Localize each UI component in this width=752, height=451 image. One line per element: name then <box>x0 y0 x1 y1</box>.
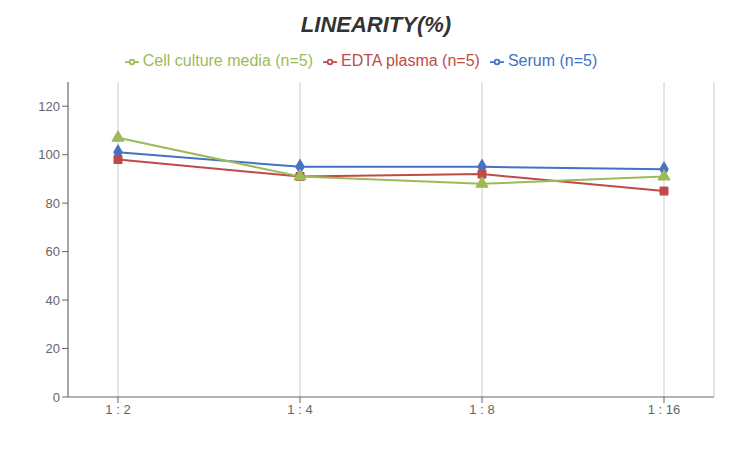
svg-text:1 : 8: 1 : 8 <box>469 402 494 417</box>
svg-text:40: 40 <box>46 293 60 308</box>
svg-text:120: 120 <box>38 99 60 114</box>
svg-text:1 : 16: 1 : 16 <box>648 402 681 417</box>
svg-text:1 : 2: 1 : 2 <box>105 402 130 417</box>
svg-text:100: 100 <box>38 147 60 162</box>
svg-text:20: 20 <box>46 341 60 356</box>
svg-text:60: 60 <box>46 244 60 259</box>
svg-text:0: 0 <box>53 390 60 405</box>
html-text:LINEARITY(%): LINEARITY(%) <box>300 12 452 37</box>
svg-text:1 : 4: 1 : 4 <box>287 402 312 417</box>
svg-text:80: 80 <box>46 196 60 211</box>
html-text:Serum (n=5): Serum (n=5) <box>507 52 598 69</box>
html-text:EDTA plasma (n=5): EDTA plasma (n=5) <box>341 52 480 69</box>
html-text:Cell culture media (n=5): Cell culture media (n=5) <box>142 52 313 69</box>
